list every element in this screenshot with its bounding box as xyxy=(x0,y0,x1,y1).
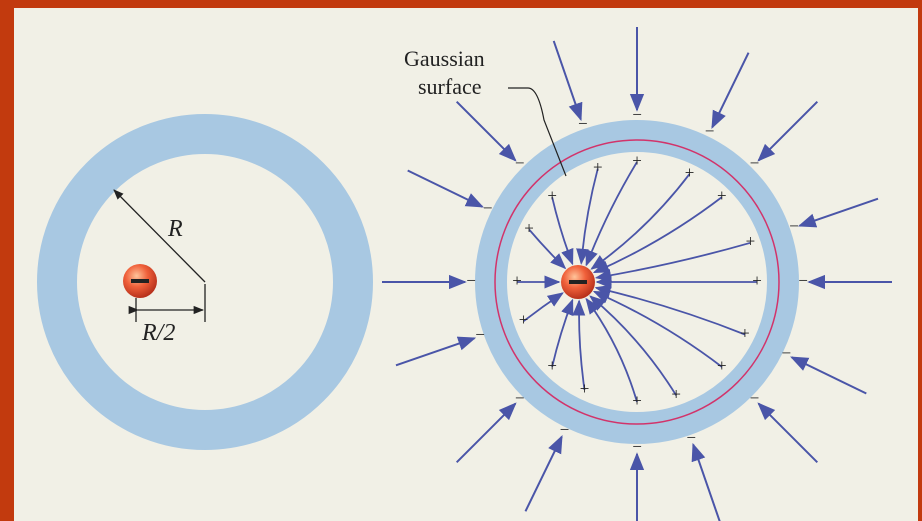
negative-sign: − xyxy=(686,428,696,447)
positive-sign: + xyxy=(593,157,603,176)
negative-sign: − xyxy=(781,344,791,363)
half-radius-label: R/2 xyxy=(141,320,175,346)
charge-sign-icon xyxy=(131,279,149,283)
positive-sign: + xyxy=(746,232,756,251)
positive-sign: + xyxy=(632,151,642,170)
negative-sign: − xyxy=(483,198,493,217)
negative-sign: − xyxy=(750,154,760,173)
positive-sign: + xyxy=(580,379,590,398)
figure: R R/2 − + − + − + − + − + − + − + − + − + − + − + − + − + − + − + − + G… xyxy=(0,0,922,521)
positive-sign: + xyxy=(547,356,557,375)
negative-sign: − xyxy=(475,325,485,344)
positive-sign: + xyxy=(519,310,529,329)
radius-label: R xyxy=(167,216,183,242)
negative-sign: − xyxy=(798,271,808,290)
negative-sign: − xyxy=(750,388,760,407)
positive-sign: + xyxy=(717,186,727,205)
negative-sign: − xyxy=(515,154,525,173)
negative-sign: − xyxy=(632,105,642,124)
positive-sign: + xyxy=(740,323,750,342)
positive-sign: + xyxy=(752,271,762,290)
positive-sign: + xyxy=(632,391,642,410)
positive-sign: + xyxy=(512,271,522,290)
positive-sign: + xyxy=(671,384,681,403)
page: R R/2 − + − + − + − + − + − + − + − + − + − + − + − + − + − + − + − + G… xyxy=(0,0,922,521)
negative-sign: − xyxy=(789,217,799,236)
negative-sign: − xyxy=(515,388,525,407)
negative-sign: − xyxy=(705,122,715,141)
positive-sign: + xyxy=(524,218,534,237)
positive-sign: + xyxy=(685,163,695,182)
gaussian-label: surface xyxy=(418,74,482,99)
negative-sign: − xyxy=(578,114,588,133)
positive-sign: + xyxy=(547,186,557,205)
negative-sign: − xyxy=(632,437,642,456)
gaussian-label: Gaussian xyxy=(404,46,485,71)
negative-sign: − xyxy=(466,271,476,290)
positive-sign: + xyxy=(717,356,727,375)
charge-sign-icon xyxy=(569,280,587,284)
negative-sign: − xyxy=(560,420,570,439)
